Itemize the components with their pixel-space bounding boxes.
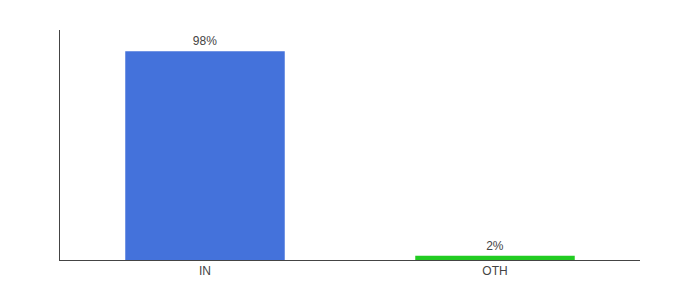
svg-text:98%: 98% bbox=[193, 34, 217, 48]
svg-text:OTH: OTH bbox=[482, 264, 507, 278]
svg-text:2%: 2% bbox=[486, 239, 504, 253]
svg-text:IN: IN bbox=[199, 264, 211, 278]
